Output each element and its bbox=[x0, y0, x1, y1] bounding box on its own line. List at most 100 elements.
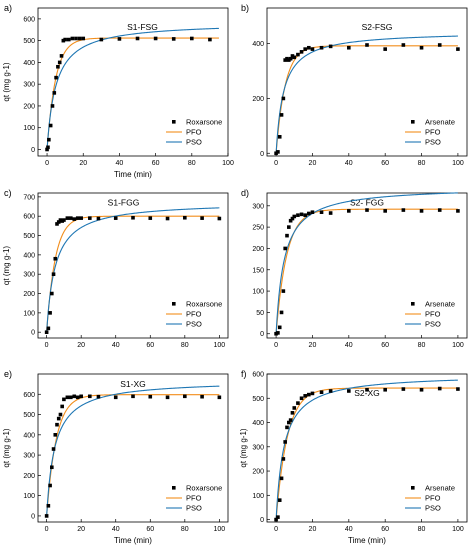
x-tick-label: 80 bbox=[418, 526, 426, 533]
data-point bbox=[290, 411, 295, 415]
data-point bbox=[183, 215, 187, 220]
data-point bbox=[171, 37, 176, 41]
data-point bbox=[46, 145, 50, 150]
data-point bbox=[319, 390, 324, 394]
legend-entry: Roxarsone bbox=[186, 484, 222, 493]
data-point bbox=[383, 209, 387, 213]
panel-label: b) bbox=[241, 3, 249, 13]
chart-panel-6: 0 20 40 60 80 100 0 100 200 300 400 500 600 Time (min… bbox=[239, 369, 468, 545]
data-point bbox=[50, 291, 54, 296]
legend-entry: PFO bbox=[425, 494, 441, 503]
x-tick-label: 0 bbox=[274, 160, 278, 167]
pso-curve bbox=[46, 27, 219, 150]
data-point bbox=[281, 289, 286, 293]
legend-marker-scatter bbox=[172, 302, 176, 306]
y-axis-title: qt (mg g-1) bbox=[239, 428, 248, 467]
data-point bbox=[70, 36, 75, 41]
data-point bbox=[277, 135, 282, 139]
y-tick-label: 500 bbox=[23, 233, 35, 240]
data-point bbox=[46, 503, 51, 508]
legend-entry: PSO bbox=[186, 320, 202, 329]
data-point bbox=[299, 212, 304, 217]
y-tick-label: 0 bbox=[31, 513, 35, 520]
y-tick-label: 400 bbox=[252, 41, 264, 48]
data-point bbox=[276, 331, 280, 335]
data-point bbox=[56, 64, 60, 69]
data-point bbox=[135, 36, 140, 41]
legend-entry: PSO bbox=[425, 320, 441, 329]
chart-panel-3: 0 20 40 60 80 100 0 100 200 300 400 500 600 700 qt (mg… bbox=[2, 188, 229, 349]
y-tick-label: 300 bbox=[23, 272, 35, 279]
legend-entry: PSO bbox=[186, 504, 202, 513]
data-point bbox=[47, 137, 51, 142]
data-point bbox=[347, 45, 351, 50]
y-tick-label: 0 bbox=[260, 517, 264, 524]
x-tick-label: 20 bbox=[309, 160, 317, 167]
data-point bbox=[96, 216, 101, 221]
y-tick-label: 100 bbox=[252, 493, 264, 500]
chart-title: S2- FGG bbox=[350, 198, 384, 208]
data-point bbox=[45, 147, 49, 152]
x-tick-label: 40 bbox=[112, 342, 120, 349]
x-tick-label: 100 bbox=[452, 526, 464, 533]
data-point bbox=[401, 387, 406, 391]
y-tick-label: 600 bbox=[23, 392, 35, 399]
data-point bbox=[401, 208, 406, 212]
x-tick-label: 0 bbox=[45, 342, 49, 349]
data-point bbox=[274, 517, 278, 522]
data-point bbox=[281, 457, 286, 461]
panel-label: e) bbox=[4, 369, 12, 379]
data-point bbox=[63, 37, 67, 42]
data-point bbox=[277, 325, 282, 330]
data-point bbox=[79, 216, 83, 220]
data-point bbox=[290, 54, 295, 58]
data-point bbox=[200, 394, 204, 399]
data-point bbox=[328, 389, 333, 393]
data-point bbox=[401, 43, 406, 47]
data-point bbox=[274, 331, 278, 336]
legend-marker-scatter bbox=[172, 486, 176, 490]
data-point bbox=[44, 514, 49, 518]
data-point bbox=[456, 209, 460, 213]
data-point bbox=[307, 392, 311, 397]
data-point bbox=[75, 216, 80, 220]
data-point bbox=[88, 394, 92, 399]
y-axis-title: qt (mg g-1) bbox=[2, 246, 11, 285]
x-tick-label: 40 bbox=[345, 526, 353, 533]
y-tick-label: 200 bbox=[252, 469, 264, 476]
data-point bbox=[437, 43, 442, 47]
data-point bbox=[285, 233, 289, 238]
data-point bbox=[54, 75, 58, 80]
data-point bbox=[419, 387, 424, 392]
data-point bbox=[81, 36, 86, 41]
data-point bbox=[276, 515, 280, 519]
data-point bbox=[55, 422, 59, 427]
legend-entry: PSO bbox=[186, 138, 202, 147]
pso-curve bbox=[275, 379, 458, 520]
y-tick-label: 400 bbox=[23, 252, 35, 259]
x-tick-label: 40 bbox=[116, 160, 124, 167]
data-point bbox=[88, 216, 92, 220]
x-tick-label: 100 bbox=[214, 526, 226, 533]
data-point bbox=[200, 216, 204, 220]
x-tick-label: 40 bbox=[112, 526, 120, 533]
y-tick-label: 300 bbox=[23, 82, 35, 89]
chart-panel-2: 0 20 40 60 80 100 0 200 400 b) S2-FSG ArsenatePFOPS… bbox=[241, 3, 468, 167]
data-point bbox=[131, 215, 135, 220]
data-point bbox=[50, 465, 54, 470]
data-point bbox=[281, 96, 286, 101]
data-point bbox=[77, 36, 82, 41]
x-tick-label: 40 bbox=[345, 342, 353, 349]
data-point bbox=[277, 498, 282, 502]
data-point bbox=[283, 440, 287, 444]
data-point bbox=[299, 50, 304, 54]
data-point bbox=[288, 218, 293, 223]
data-point bbox=[58, 412, 63, 417]
data-point bbox=[276, 150, 280, 154]
y-tick-label: 700 bbox=[23, 194, 35, 201]
plot-frame bbox=[266, 7, 468, 157]
legend-entry: PFO bbox=[425, 310, 441, 319]
data-point bbox=[65, 395, 70, 400]
x-tick-label: 60 bbox=[381, 342, 389, 349]
